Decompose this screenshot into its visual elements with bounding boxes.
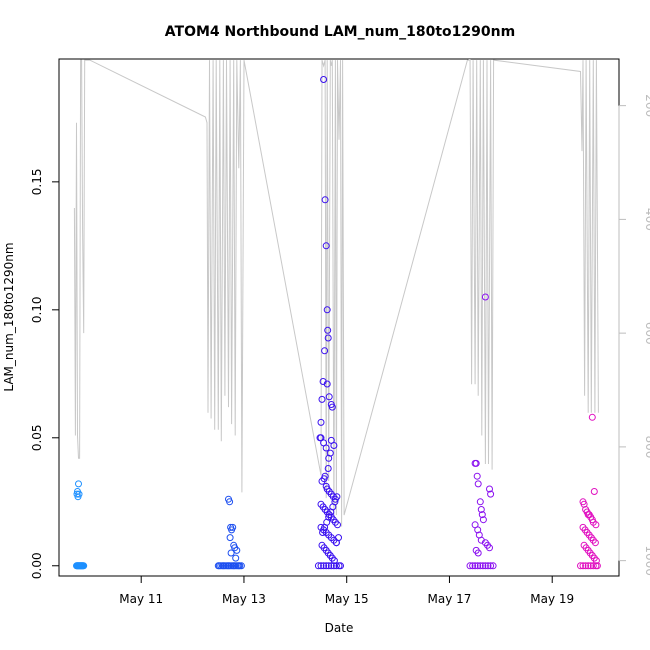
scatter-points-layer [73, 76, 601, 570]
altitude-line-layer [73, 59, 599, 527]
data-point [489, 562, 497, 570]
data-point [481, 562, 489, 570]
x-tick-label: May 17 [428, 592, 472, 606]
data-point [588, 413, 596, 421]
data-point [591, 539, 599, 547]
data-point [320, 76, 328, 83]
y2-tick-label: 200 [643, 94, 650, 117]
x-tick-label: May 15 [325, 592, 369, 606]
data-point [590, 488, 598, 495]
data-point [330, 562, 338, 570]
y-tick-label: 0.00 [30, 552, 44, 579]
data-point [325, 562, 333, 570]
data-point [318, 395, 326, 403]
data-point [469, 562, 477, 570]
data-point [232, 554, 240, 562]
x-axis-label: Date [325, 621, 354, 635]
data-point [226, 498, 234, 506]
data-point [486, 485, 493, 493]
data-point [577, 562, 584, 570]
data-point [320, 562, 328, 570]
y2-tick-label: 400 [643, 208, 650, 231]
data-point [330, 557, 338, 565]
data-point [324, 465, 332, 472]
data-point [579, 562, 587, 570]
data-point [322, 444, 330, 452]
y2-tick-label: 1000 [643, 545, 650, 576]
data-point [335, 534, 342, 542]
data-point [333, 493, 341, 501]
data-point [582, 562, 590, 570]
data-point [322, 562, 330, 570]
data-point [229, 523, 237, 531]
data-point [337, 562, 344, 570]
x-axis: May 11 May 13 May 15 May 17 May 19 [119, 575, 574, 606]
data-point [476, 562, 484, 570]
y-tick-label: 0.10 [30, 296, 44, 323]
data-point [474, 480, 482, 488]
data-point [474, 562, 482, 570]
x-tick-label: May 19 [530, 592, 574, 606]
data-point [472, 459, 480, 467]
data-point [326, 449, 334, 457]
altitude-line [73, 59, 599, 527]
data-point [593, 562, 601, 570]
y-axis-label: LAM_num_180to1290nm [2, 242, 16, 391]
data-point [481, 293, 489, 301]
data-point [587, 562, 595, 570]
data-point [477, 506, 485, 513]
data-point [75, 490, 83, 498]
data-point [317, 418, 325, 426]
data-point [321, 347, 329, 355]
data-point [473, 472, 481, 480]
data-point [466, 562, 474, 570]
data-point [322, 242, 330, 250]
data-point [476, 498, 484, 506]
data-point [328, 403, 336, 411]
data-point [327, 562, 335, 570]
data-point [478, 511, 486, 519]
data-point [584, 562, 592, 570]
data-point [471, 562, 479, 570]
y2-tick-label: 600 [643, 322, 650, 345]
data-point [323, 306, 331, 314]
data-point [592, 521, 600, 529]
data-point [487, 490, 495, 498]
data-point [233, 546, 241, 554]
data-point [226, 534, 234, 542]
secondary-y-axis: 200 400 600 800 1000 [618, 94, 650, 576]
data-point [487, 562, 495, 570]
y-tick-label: 0.05 [30, 424, 44, 451]
x-tick-label: May 13 [222, 592, 266, 606]
y-axis: 0.00 0.05 0.10 0.15 [30, 168, 60, 579]
data-point [227, 549, 235, 557]
y2-tick-label: 800 [643, 435, 650, 458]
data-point [479, 562, 487, 570]
data-point [237, 562, 245, 570]
data-point [479, 516, 487, 524]
data-point [314, 562, 322, 570]
chart-title: ATOM4 Northbound LAM_num_180to1290nm [165, 24, 515, 40]
data-point [324, 326, 332, 334]
data-point [325, 393, 333, 401]
data-point [80, 562, 88, 570]
data-point [334, 521, 341, 529]
data-point [330, 442, 338, 449]
data-point [324, 334, 332, 342]
data-point [592, 557, 600, 565]
data-point [317, 562, 325, 570]
data-point [321, 196, 329, 204]
data-point [323, 380, 331, 388]
data-point [589, 562, 597, 570]
x-tick-label: May 11 [119, 592, 163, 606]
data-point [320, 475, 328, 483]
y-tick-label: 0.15 [30, 168, 44, 195]
data-point [486, 544, 493, 552]
data-point [75, 480, 82, 488]
data-point [474, 549, 482, 557]
data-point [484, 562, 492, 570]
